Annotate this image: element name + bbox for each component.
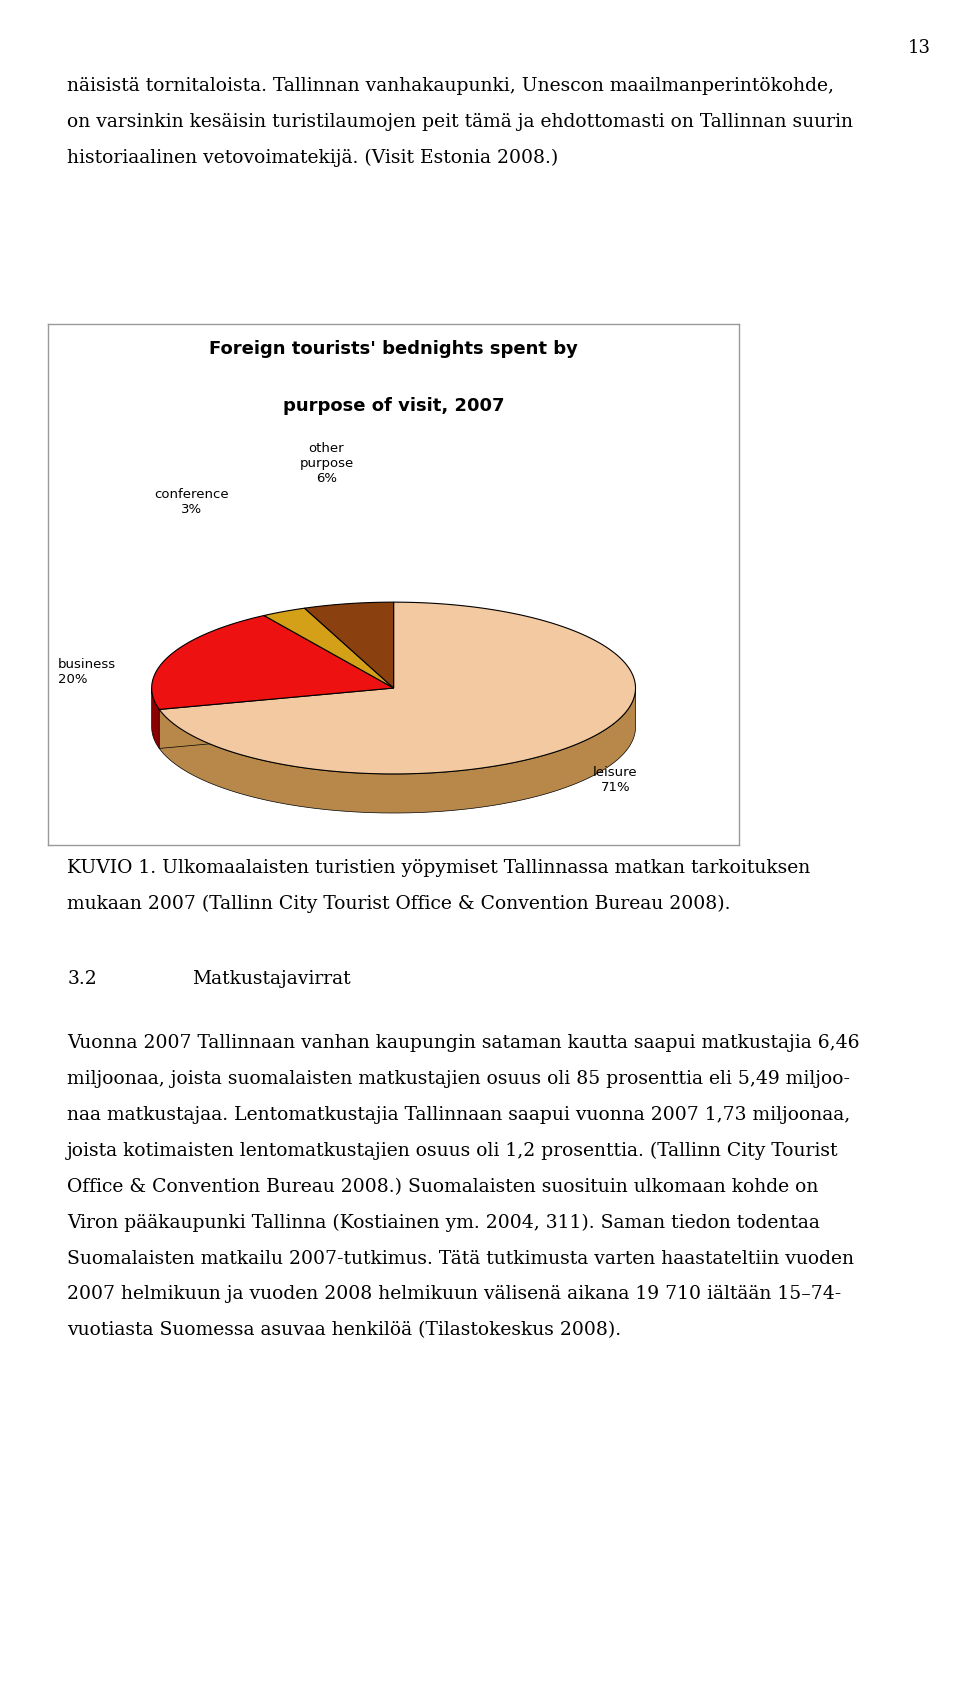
Text: naa matkustajaa. Lentomatkustajia Tallinnaan saapui vuonna 2007 1,73 miljoonaa,: naa matkustajaa. Lentomatkustajia Tallin…: [67, 1106, 851, 1125]
Polygon shape: [264, 608, 394, 688]
Text: 13: 13: [908, 39, 931, 58]
Text: purpose of visit, 2007: purpose of visit, 2007: [283, 398, 504, 415]
Text: on varsinkin kesäisin turistilaumojen peit tämä ja ehdottomasti on Tallinnan suu: on varsinkin kesäisin turistilaumojen pe…: [67, 113, 853, 131]
Text: Viron pääkaupunki Tallinna (Kostiainen ym. 2004, 311). Saman tiedon todentaa: Viron pääkaupunki Tallinna (Kostiainen y…: [67, 1214, 820, 1232]
Polygon shape: [159, 603, 636, 773]
Text: business
20%: business 20%: [58, 659, 116, 686]
Polygon shape: [304, 603, 394, 688]
Text: Suomalaisten matkailu 2007-tutkimus. Tätä tutkimusta varten haastateltiin vuoden: Suomalaisten matkailu 2007-tutkimus. Tät…: [67, 1250, 854, 1268]
Text: historiaalinen vetovoimatekijä. (Visit Estonia 2008.): historiaalinen vetovoimatekijä. (Visit E…: [67, 149, 559, 167]
Text: leisure
71%: leisure 71%: [593, 766, 637, 794]
Text: Office & Convention Bureau 2008.) Suomalaisten suosituin ulkomaan kohde on: Office & Convention Bureau 2008.) Suomal…: [67, 1178, 819, 1197]
Text: näisistä tornitaloista. Tallinnan vanhakaupunki, Unescon maailmanperintökohde,: näisistä tornitaloista. Tallinnan vanhak…: [67, 77, 834, 96]
Text: vuotiasta Suomessa asuvaa henkilöä (Tilastokeskus 2008).: vuotiasta Suomessa asuvaa henkilöä (Tila…: [67, 1321, 621, 1340]
Text: other
purpose
6%: other purpose 6%: [300, 442, 353, 485]
Text: 3.2: 3.2: [67, 970, 97, 988]
Polygon shape: [152, 688, 159, 748]
Polygon shape: [159, 688, 394, 748]
Text: joista kotimaisten lentomatkustajien osuus oli 1,2 prosenttia. (Tallinn City Tou: joista kotimaisten lentomatkustajien osu…: [67, 1142, 839, 1161]
Text: Foreign tourists' bednights spent by: Foreign tourists' bednights spent by: [209, 340, 578, 358]
Text: KUVIO 1. Ulkomaalaisten turistien yöpymiset Tallinnassa matkan tarkoituksen: KUVIO 1. Ulkomaalaisten turistien yöpymi…: [67, 859, 810, 877]
Text: Matkustajavirrat: Matkustajavirrat: [192, 970, 350, 988]
Text: mukaan 2007 (Tallinn City Tourist Office & Convention Bureau 2008).: mukaan 2007 (Tallinn City Tourist Office…: [67, 894, 731, 913]
Polygon shape: [159, 688, 636, 813]
Polygon shape: [152, 616, 394, 710]
Text: conference
3%: conference 3%: [155, 488, 229, 516]
Text: Vuonna 2007 Tallinnaan vanhan kaupungin sataman kautta saapui matkustajia 6,46: Vuonna 2007 Tallinnaan vanhan kaupungin …: [67, 1034, 860, 1053]
Text: 2007 helmikuun ja vuoden 2008 helmikuun välisenä aikana 19 710 iältään 15–74-: 2007 helmikuun ja vuoden 2008 helmikuun …: [67, 1285, 842, 1304]
Text: miljoonaa, joista suomalaisten matkustajien osuus oli 85 prosenttia eli 5,49 mil: miljoonaa, joista suomalaisten matkustaj…: [67, 1070, 851, 1089]
